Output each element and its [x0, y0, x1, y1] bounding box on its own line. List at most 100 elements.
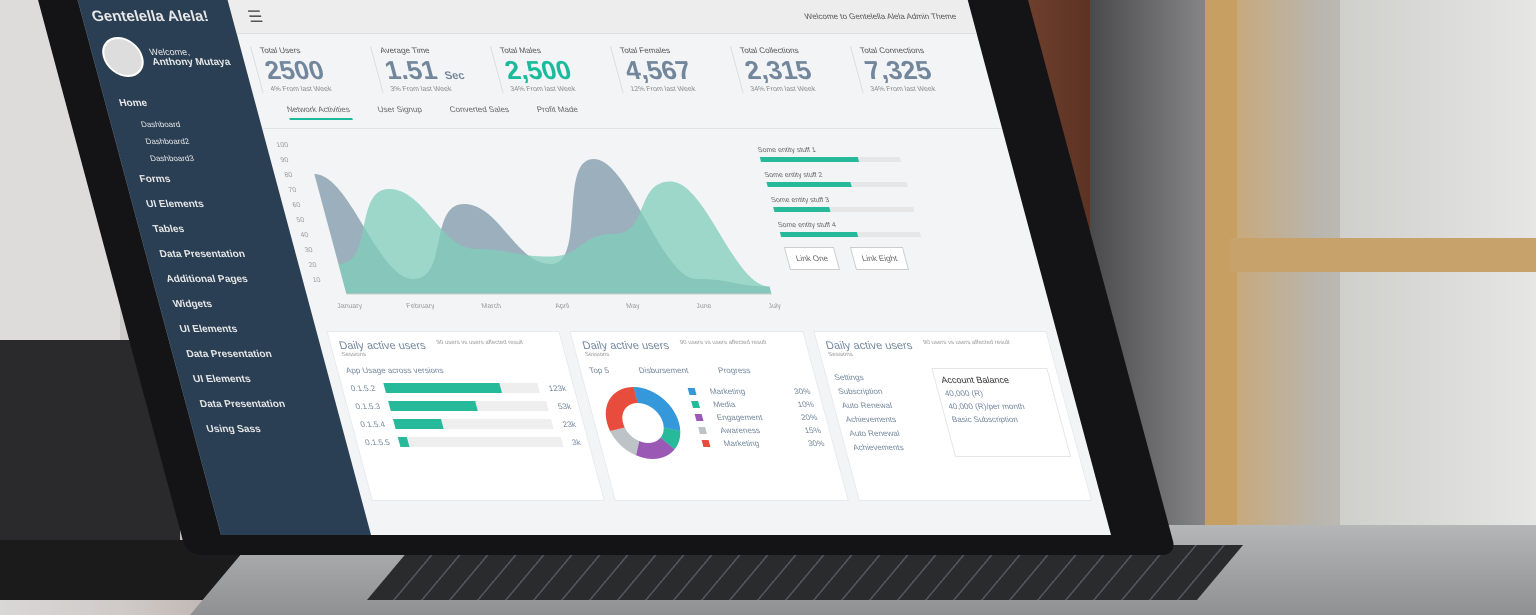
sidebar-item[interactable]: Home: [117, 98, 149, 109]
settings-item[interactable]: Auto Renewal: [840, 401, 894, 410]
stat-value: 1.51 Sec: [381, 55, 492, 86]
panel-title: Daily active users: [337, 340, 428, 352]
donut-legend-row: Marketing 30%: [701, 439, 825, 448]
sidebar-item[interactable]: Tables: [151, 224, 186, 235]
tabs: Network Activities User Signup Converted S…: [253, 97, 1003, 129]
row-label: Marketing: [708, 387, 747, 396]
sidebar-item[interactable]: Data Presentation: [185, 349, 274, 360]
version: 0.1.5.2: [349, 383, 377, 393]
legend-item: Some entity stuff 3: [770, 197, 1014, 212]
plan-name: Basic Subscription: [950, 415, 1019, 424]
donut-panel: Daily active users Sessions 90 users vs …: [569, 331, 849, 501]
donut-slice: [660, 427, 681, 450]
col-progress: Progress: [717, 366, 752, 375]
sidebar-item[interactable]: UI Elements: [178, 324, 239, 335]
stat-number: 1.51: [381, 55, 441, 85]
sidebar-item[interactable]: Widgets: [171, 299, 214, 310]
settings-item[interactable]: Settings: [833, 373, 865, 382]
usage-bar: [388, 401, 479, 411]
sidebar-item[interactable]: Dashboard3: [148, 154, 195, 163]
version: 0.1.5.4: [359, 419, 386, 429]
menu-icon[interactable]: ☰: [245, 8, 265, 26]
stat-value: 2,315: [741, 55, 852, 86]
panel-subtitle: Sessions: [584, 352, 611, 358]
settings-item[interactable]: Achievements: [844, 415, 898, 424]
legend-bar: [759, 157, 902, 162]
stat-card: Total Collections 2,315 34% From last Week: [730, 46, 863, 93]
tab[interactable]: Profit Made: [535, 105, 580, 114]
donut-legend-row: Engagement 20%: [694, 413, 819, 422]
settings-item[interactable]: Achievements: [852, 443, 905, 452]
balance-title: Account Balance: [939, 375, 1011, 385]
x-tick: June: [695, 302, 712, 310]
tab[interactable]: Converted Sales: [448, 105, 511, 114]
tab[interactable]: User Signup: [376, 105, 423, 114]
stat-change: 3% From last Week: [389, 86, 453, 93]
stat-value: 2,500: [501, 55, 612, 86]
usage-row: 0.1.5.2 123k: [349, 383, 567, 393]
sidebar-item[interactable]: Additional Pages: [165, 274, 250, 285]
row-pct: 30%: [793, 387, 812, 396]
settings-item[interactable]: Auto Renewal: [848, 429, 901, 438]
avatar[interactable]: [97, 37, 149, 77]
x-tick: February: [405, 302, 435, 310]
sidebar-item[interactable]: Dashboard: [139, 120, 182, 129]
stat-value: 4,567: [621, 55, 732, 86]
plan-value: 40,000 (R)/per month: [947, 402, 1026, 411]
usage-row: 0.1.5.5 3k: [364, 437, 582, 447]
tab[interactable]: Network Activities: [285, 105, 353, 120]
swatch-icon: [698, 427, 708, 434]
usage-value: 53k: [556, 401, 573, 411]
topbar: ☰ Welcome to Gentelella Alela Admin Them…: [225, 0, 977, 34]
sidebar-item[interactable]: UI Elements: [191, 374, 253, 385]
donut-legend-row: Awareness 15%: [698, 426, 822, 435]
sidebar-item[interactable]: Data Presentation: [158, 249, 247, 260]
donut-slice: [606, 387, 638, 432]
x-tick: April: [554, 302, 570, 310]
stat-change: 34% From last Week: [749, 86, 817, 93]
sidebar-item[interactable]: Forms: [138, 174, 172, 185]
panel-note: 90 users vs users affected result: [922, 340, 1011, 346]
stat-card: Total Males 2,500 34% From last Week: [490, 46, 623, 93]
app-usage-panel: Daily active users Sessions 90 users vs …: [326, 331, 606, 501]
row-pct: 15%: [803, 426, 822, 435]
legend-item: Some entity stuff 2: [764, 172, 1008, 187]
stats-row: Total Users 2500 4% From last Week Average …: [237, 34, 994, 97]
legend-label: Some entity stuff 1: [757, 147, 817, 154]
legend-bar: [773, 207, 915, 212]
stat-number: 2,315: [741, 55, 815, 85]
stat-number: 4,567: [621, 55, 695, 85]
panel-title: Daily active users: [824, 340, 914, 352]
swatch-icon: [701, 440, 711, 447]
chart-legend: Some entity stuff 1 Some entity stuff 2 So…: [742, 129, 1053, 319]
stat-change: 34% From last Week: [509, 86, 577, 93]
legend-bar: [766, 182, 908, 187]
area-series: [338, 181, 772, 294]
stat-value: 7,325: [861, 55, 972, 86]
welcome-text: Welcome,: [148, 46, 191, 57]
sidebar-item[interactable]: Dashboard2: [144, 137, 191, 146]
row-label: Marketing: [722, 439, 761, 448]
swatch-icon: [691, 401, 701, 408]
donut-slice: [636, 437, 675, 459]
sidebar-item[interactable]: Data Presentation: [198, 399, 287, 410]
sidebar-item[interactable]: UI Elements: [145, 199, 206, 210]
x-tick: July: [767, 302, 782, 310]
sidebar-item[interactable]: Using Sass: [205, 424, 263, 435]
y-tick: 20: [308, 261, 318, 269]
brand: Gentelella Alela!: [89, 8, 211, 25]
stat-number: 7,325: [861, 55, 935, 85]
legend-bar: [779, 232, 922, 237]
donut-slice: [610, 427, 640, 456]
link-eight-button[interactable]: Link Eight: [849, 247, 910, 270]
link-one-button[interactable]: Link One: [783, 247, 841, 270]
settings-item[interactable]: Subscription: [837, 387, 884, 396]
row-pct: 20%: [799, 413, 819, 422]
laptop-screen: Gentelella Alela! Welcome, Anthony Mutaya…: [75, 0, 1112, 535]
usage-row: 0.1.5.3 53k: [354, 401, 572, 411]
x-tick: March: [481, 302, 503, 310]
x-tick: May: [625, 302, 641, 310]
stat-change: 34% From last Week: [869, 86, 937, 93]
stat-number: 2500: [261, 55, 328, 85]
usage-value: 23k: [561, 419, 577, 429]
